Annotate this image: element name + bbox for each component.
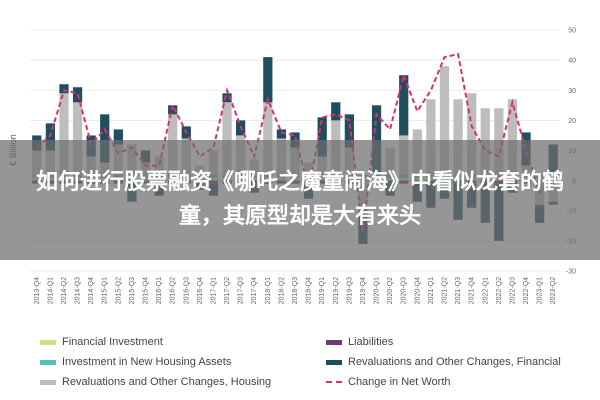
- x-tick-label: 2016-Q1: [156, 277, 163, 304]
- bar-segment: [507, 99, 518, 175]
- x-tick-label: 2020-Q2: [387, 277, 394, 304]
- y-tick-label: 30: [568, 88, 576, 95]
- y-tick-label: 20: [568, 118, 576, 125]
- bar-segment: [263, 102, 273, 175]
- x-tick-label: 2019-Q4: [360, 277, 367, 304]
- bar-segment: [45, 123, 56, 151]
- x-tick-label: 2018-Q2: [278, 277, 285, 304]
- x-tick-label: 2019-Q2: [333, 277, 340, 304]
- x-tick-label: 2015-Q4: [143, 277, 150, 304]
- legend-item: Revaluations and Other Changes, Financia…: [326, 356, 561, 368]
- bar-segment: [317, 117, 327, 157]
- legend-item: Investment in New Housing Assets: [40, 356, 231, 368]
- bar-segment: [72, 102, 83, 175]
- bar-segment: [276, 129, 287, 139]
- x-tick-label: 2020-Q4: [414, 277, 421, 304]
- x-tick-label: 2018-Q3: [292, 277, 299, 304]
- y-tick-label: 40: [568, 58, 576, 65]
- x-tick-label: 2017-Q3: [238, 277, 245, 304]
- legend-swatch: [40, 339, 56, 345]
- legend-label: Liabilities: [348, 336, 394, 348]
- x-tick-label: 2021-Q4: [469, 277, 476, 304]
- bar-segment: [100, 114, 110, 163]
- bar-segment: [453, 99, 463, 175]
- x-tick-label: 2021-Q1: [428, 277, 435, 304]
- x-tick-label: 2018-Q4: [306, 277, 313, 304]
- legend-item: Financial Investment: [40, 336, 163, 348]
- x-tick-label: 2017-Q2: [224, 277, 231, 304]
- bar-segment: [222, 102, 232, 175]
- x-tick-labels: 2013-Q4 2014-Q1 2014-Q2 2014-Q3 2014-Q4 2015-…: [34, 277, 557, 304]
- bar-segment: [222, 93, 232, 103]
- legend-swatch: [326, 359, 342, 365]
- bar-segment: [344, 114, 354, 148]
- bar-segment: [290, 132, 300, 148]
- x-tick-label: 2020-Q1: [374, 277, 381, 304]
- legend-swatch: [326, 339, 342, 345]
- x-tick-label: 2015-Q2: [115, 277, 122, 304]
- x-tick-label: 2023-Q2: [550, 277, 557, 304]
- bar-segment: [439, 66, 450, 175]
- bar-segment: [331, 102, 341, 121]
- legend-swatch: [40, 379, 56, 385]
- bar-segment: [59, 93, 69, 172]
- x-tick-label: 2022-Q1: [482, 277, 489, 304]
- legend-swatch: [326, 381, 342, 383]
- legend-label: Change in Net Worth: [348, 376, 451, 388]
- legend-item: Revaluations and Other Changes, Housing: [40, 376, 271, 388]
- legend: Financial Investment Liabilities Investmen…: [0, 330, 600, 400]
- x-tick-label: 2019-Q1: [319, 277, 326, 304]
- title-overlay: 如何进行股票融资《哪吒之魔童闹海》中看似龙套的鹤童，其原型却是大有来头: [0, 140, 600, 260]
- bar-segment: [371, 105, 382, 175]
- bar-segment: [467, 93, 477, 175]
- x-tick-label: 2016-Q2: [170, 277, 177, 304]
- x-tick-label: 2014-Q1: [47, 277, 54, 304]
- y-tick-label: 50: [568, 28, 576, 35]
- legend-swatch: [40, 359, 56, 365]
- x-tick-label: 2022-Q2: [496, 277, 503, 304]
- x-tick-label: 2016-Q4: [197, 277, 204, 304]
- x-tick-label: 2020-Q3: [401, 277, 408, 304]
- x-tick-label: 2021-Q2: [441, 277, 448, 304]
- legend-label: Financial Investment: [62, 336, 163, 348]
- overlay-title: 如何进行股票融资《哪吒之魔童闹海》中看似龙套的鹤童，其原型却是大有来头: [35, 170, 564, 229]
- bar-segment: [263, 57, 273, 103]
- x-tick-label: 2018-Q1: [265, 277, 272, 304]
- x-tick-label: 2021-Q3: [455, 277, 462, 304]
- legend-item: Change in Net Worth: [326, 376, 451, 388]
- bar-segment: [426, 99, 436, 175]
- legend-label: Investment in New Housing Assets: [62, 356, 232, 368]
- x-tick-label: 2016-Q3: [183, 277, 190, 304]
- x-tick-label: 2014-Q3: [75, 277, 82, 304]
- y-tick-label: -30: [566, 269, 576, 276]
- x-tick-label: 2015-Q1: [102, 277, 109, 304]
- x-tick-label: 2019-Q3: [346, 277, 353, 304]
- bar-segment: [59, 84, 69, 94]
- legend-label: Revaluations and Other Changes, Financia…: [348, 356, 561, 368]
- bar-segment: [399, 75, 409, 136]
- x-tick-label: 2015-Q3: [129, 277, 136, 304]
- legend-label: Revaluations and Other Changes, Housing: [62, 376, 272, 388]
- x-tick-label: 2022-Q4: [523, 277, 530, 304]
- legend-item: Liabilities: [326, 336, 393, 348]
- x-tick-label: 2023-Q1: [537, 277, 544, 304]
- bar-segment: [113, 129, 123, 145]
- x-tick-label: 2017-Q4: [251, 277, 258, 304]
- x-tick-label: 2013-Q4: [34, 277, 41, 304]
- x-tick-label: 2022-Q3: [509, 277, 516, 304]
- x-tick-label: 2017-Q1: [210, 277, 217, 304]
- x-tick-label: 2014-Q4: [88, 277, 95, 304]
- x-tick-label: 2014-Q2: [61, 277, 68, 304]
